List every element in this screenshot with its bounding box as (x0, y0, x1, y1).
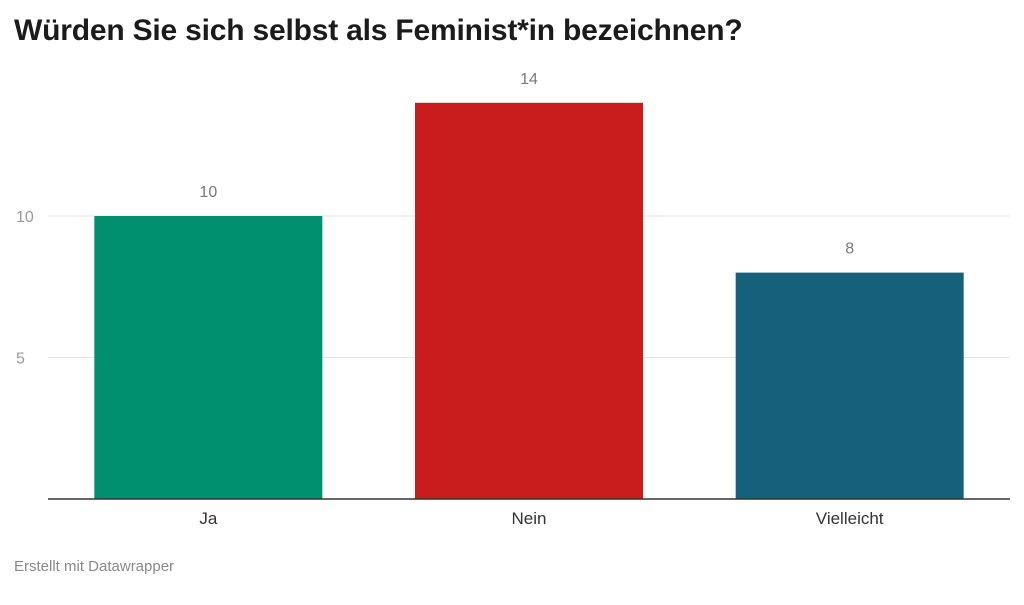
x-tick-label: Vielleicht (816, 509, 884, 528)
bar-vielleicht (735, 272, 964, 499)
chart-title: Würden Sie sich selbst als Feminist*in b… (14, 14, 743, 47)
bar-ja (94, 216, 323, 499)
bar-nein (415, 102, 643, 500)
x-tick-label: Ja (199, 509, 218, 528)
bar-value-label: 8 (845, 241, 854, 258)
x-tick-label: Nein (512, 509, 547, 528)
bar-value-label: 14 (520, 71, 538, 88)
credit-footer: Erstellt mit Datawrapper (14, 558, 175, 575)
bar-value-label: 10 (199, 184, 217, 201)
y-tick-label-5: 5 (16, 351, 25, 368)
y-tick-label-10: 10 (16, 209, 34, 226)
